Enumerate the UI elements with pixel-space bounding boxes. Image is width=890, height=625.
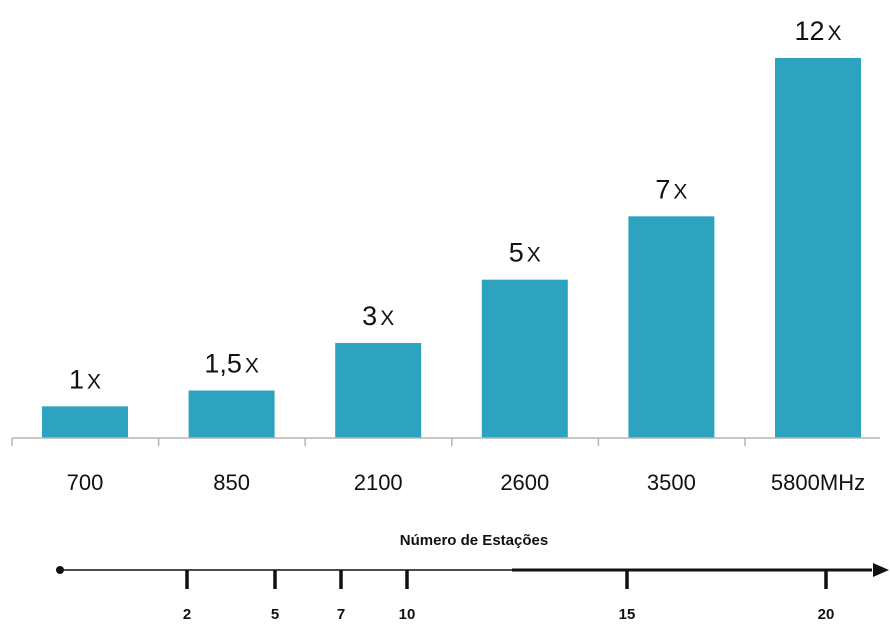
value-label-number: 5: [509, 238, 524, 268]
scale-tick-label: 5: [271, 606, 279, 623]
category-label: 2100: [354, 470, 403, 495]
value-label-number: 3: [362, 301, 377, 331]
value-label-number: 12: [794, 16, 824, 46]
value-label-suffix: X: [828, 22, 842, 45]
value-label-number: 1: [69, 364, 84, 394]
category-labels-group: 700 850 2100 2600 3500 5800MHz: [67, 470, 865, 495]
bars-group: [42, 58, 861, 438]
value-label-suffix: X: [673, 180, 687, 203]
x-axis-ticks: [11, 438, 746, 446]
bar-700: [42, 406, 128, 438]
scale-arrow-icon: [873, 563, 889, 577]
scale-tick-label: 20: [818, 606, 835, 623]
value-label-number: 1,5: [204, 349, 242, 379]
value-label-suffix: X: [245, 355, 259, 378]
station-scale: 2 5 7 10 15 20: [56, 563, 889, 623]
bar-850: [188, 390, 275, 438]
category-label: 5800MHz: [771, 470, 865, 495]
value-label-number: 7: [655, 174, 670, 204]
bar-3500: [628, 216, 715, 438]
bar-2600: [481, 279, 568, 438]
category-label: 2600: [500, 470, 549, 495]
bar-2100: [335, 343, 422, 438]
scale-tick-label: 7: [337, 606, 345, 623]
category-label: 700: [67, 470, 104, 495]
scale-ticks-group: 2 5 7 10 15 20: [183, 570, 835, 623]
category-label: 850: [213, 470, 250, 495]
category-label: 3500: [647, 470, 696, 495]
value-label: 1,5 X: [204, 349, 259, 379]
bar-5800mhz: [775, 58, 861, 438]
value-label-suffix: X: [527, 244, 541, 267]
scale-tick-label: 2: [183, 606, 191, 623]
value-labels-group: 1 X1,5 X3 X5 X7 X12 X: [69, 16, 842, 394]
scale-tick-label: 15: [619, 606, 636, 623]
value-label: 12 X: [794, 16, 841, 46]
value-label-suffix: X: [87, 370, 101, 393]
value-label-suffix: X: [380, 307, 394, 330]
scale-title: Número de Estações: [400, 532, 548, 549]
scale-tick-label: 10: [399, 606, 416, 623]
